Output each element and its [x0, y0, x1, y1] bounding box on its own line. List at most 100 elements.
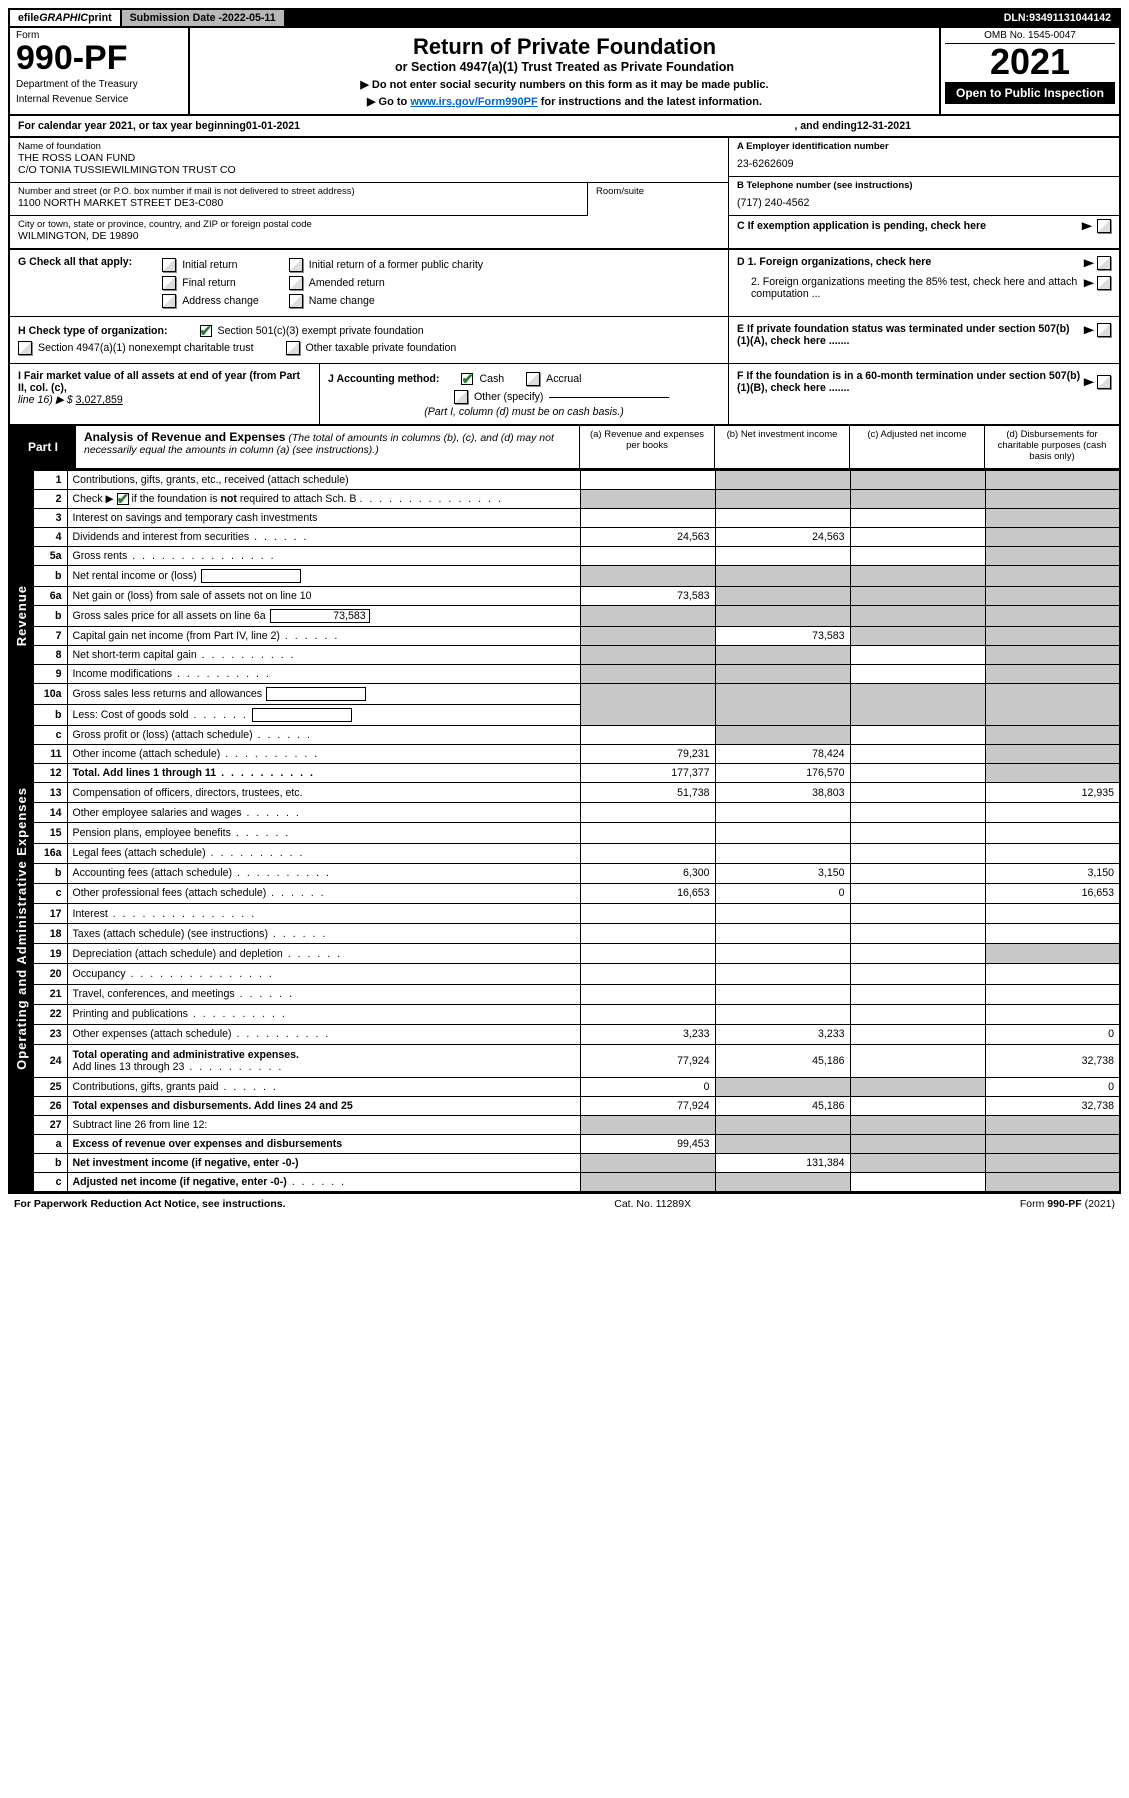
column-headers: (a) Revenue and expenses per books (b) N…	[579, 426, 1119, 468]
d1-checkbox[interactable]	[1097, 256, 1111, 270]
j-other: Other (specify)	[474, 391, 543, 403]
r2-post: if the foundation is	[132, 493, 221, 505]
checkbox-icon[interactable]	[289, 276, 303, 290]
checkbox-icon[interactable]	[162, 276, 176, 290]
checkbox-icon[interactable]	[162, 294, 176, 308]
g-initial-former[interactable]: Initial return of a former public charit…	[289, 256, 483, 274]
header-left: Form 990-PF Department of the Treasury I…	[10, 28, 190, 114]
efile-print-button[interactable]: efile GRAPHIC print	[10, 10, 120, 26]
line-num: 2	[33, 490, 67, 509]
h-501c3-checkbox[interactable]	[200, 325, 212, 337]
table-row: 27 Subtract line 26 from line 12:	[9, 1116, 1120, 1135]
checkbox-icon[interactable]	[289, 258, 303, 272]
e-checkbox[interactable]	[1097, 323, 1111, 337]
exemption-pending: C If exemption application is pending, c…	[729, 216, 1119, 239]
val-b	[715, 471, 850, 490]
city-label: City or town, state or province, country…	[18, 219, 720, 230]
table-row: 18 Taxes (attach schedule) (see instruct…	[9, 924, 1120, 944]
g-name-change[interactable]: Name change	[289, 292, 483, 310]
section-g-d: G Check all that apply: Initial return F…	[8, 250, 1121, 316]
footer: For Paperwork Reduction Act Notice, see …	[8, 1192, 1121, 1214]
form-number: 990-PF	[16, 41, 182, 75]
j-accrual-checkbox[interactable]	[526, 372, 540, 386]
table-row: 2 Check ▶ if the foundation is not requi…	[9, 490, 1120, 509]
calyear-begin: 01-01-2021	[246, 120, 300, 132]
d2-label: 2. Foreign organizations meeting the 85%…	[751, 276, 1079, 300]
line-desc: Check ▶ if the foundation is not require…	[67, 490, 580, 509]
table-row: 11 Other income (attach schedule) 79,231…	[9, 745, 1120, 764]
table-row: c Adjusted net income (if negative, ente…	[9, 1173, 1120, 1192]
table-row: 6a Net gain or (loss) from sale of asset…	[9, 587, 1120, 606]
f-label: F If the foundation is in a 60-month ter…	[737, 370, 1085, 394]
ein-cell: A Employer identification number 23-6262…	[729, 138, 1119, 177]
g-address-change[interactable]: Address change	[162, 292, 259, 310]
h-4947-checkbox[interactable]	[18, 341, 32, 355]
d1-row: D 1. Foreign organizations, check here ▶	[737, 256, 1111, 270]
e-row: E If private foundation status was termi…	[737, 323, 1111, 347]
j-cash-checkbox[interactable]	[461, 373, 473, 385]
c-checkbox[interactable]	[1097, 219, 1111, 233]
directive-ssn: ▶ Do not enter social security numbers o…	[200, 78, 929, 91]
table-row: Revenue 1 Contributions, gifts, grants, …	[9, 471, 1120, 490]
table-row: b Gross sales price for all assets on li…	[9, 606, 1120, 627]
j-note: (Part I, column (d) must be on cash basi…	[328, 406, 720, 418]
directive-goto-pre: ▶ Go to	[367, 96, 410, 108]
d2-checkbox[interactable]	[1097, 276, 1111, 290]
d2-row: 2. Foreign organizations meeting the 85%…	[737, 276, 1111, 300]
phone-label: B Telephone number (see instructions)	[737, 180, 1111, 191]
revenue-side-label: Revenue	[9, 471, 33, 764]
dln: DLN: 93491131044142	[996, 10, 1119, 26]
efile-pre: efile	[18, 12, 39, 24]
table-row: 10a Gross sales less returns and allowan…	[9, 684, 1120, 705]
arrow-icon: ▶	[1084, 324, 1095, 336]
j-other-checkbox[interactable]	[454, 390, 468, 404]
g-opt5: Name change	[309, 295, 375, 307]
d1-label: D 1. Foreign organizations, check here	[737, 256, 931, 268]
tax-year: 2021	[945, 44, 1115, 80]
h-o2: Section 4947(a)(1) nonexempt charitable …	[38, 342, 254, 354]
submission-date: Submission Date - 2022-05-11	[122, 10, 284, 26]
g-amended[interactable]: Amended return	[289, 274, 483, 292]
r2-not: not	[220, 493, 236, 505]
schb-checkbox[interactable]	[117, 493, 129, 505]
foundation-name-cell: Name of foundation THE ROSS LOAN FUND C/…	[10, 138, 728, 183]
calyear-end: 12-31-2021	[857, 120, 911, 132]
table-row: 9 Income modifications	[9, 665, 1120, 684]
g-initial-return[interactable]: Initial return	[162, 256, 259, 274]
f-row: F If the foundation is in a 60-month ter…	[737, 370, 1111, 394]
foundation-name2: C/O TONIA TUSSIEWILMINGTON TRUST CO	[18, 164, 720, 176]
g-final-return[interactable]: Final return	[162, 274, 259, 292]
part1-header: Part I Analysis of Revenue and Expenses …	[8, 424, 1121, 470]
dept-treasury: Department of the Treasury	[16, 79, 182, 90]
table-row: 25 Contributions, gifts, grants paid 0 0	[9, 1078, 1120, 1097]
calyear-pre: For calendar year 2021, or tax year begi…	[18, 120, 246, 132]
street-val: 1100 NORTH MARKET STREET DE3-C080	[18, 197, 579, 209]
calyear-mid: , and ending	[794, 120, 856, 132]
dln-label: DLN:	[1004, 12, 1029, 24]
h-other-checkbox[interactable]	[286, 341, 300, 355]
section-e: E If private foundation status was termi…	[729, 317, 1119, 363]
table-row: 16a Legal fees (attach schedule)	[9, 843, 1120, 863]
table-row: c Gross profit or (loss) (attach schedul…	[9, 726, 1120, 745]
dept-irs: Internal Revenue Service	[16, 94, 182, 105]
form990pf-link[interactable]: www.irs.gov/Form990PF	[410, 96, 537, 108]
arrow-icon: ▶	[1084, 277, 1095, 289]
footer-right: Form 990-PF (2021)	[1020, 1198, 1115, 1210]
foundation-name1: THE ROSS LOAN FUND	[18, 152, 720, 164]
table-row: 5a Gross rents	[9, 547, 1120, 566]
table-row: 19 Depreciation (attach schedule) and de…	[9, 944, 1120, 964]
f-checkbox[interactable]	[1097, 375, 1111, 389]
checkbox-icon[interactable]	[162, 258, 176, 272]
g-opt3: Initial return of a former public charit…	[309, 259, 483, 271]
val-d	[985, 471, 1120, 490]
part1-title: Analysis of Revenue and Expenses (The to…	[76, 426, 579, 468]
val-a	[580, 471, 715, 490]
col-a: (a) Revenue and expenses per books	[580, 426, 714, 468]
j-accrual: Accrual	[546, 373, 581, 385]
arrow-icon: ▶	[1084, 376, 1095, 388]
table-row: a Excess of revenue over expenses and di…	[9, 1135, 1120, 1154]
directive-goto-post: for instructions and the latest informat…	[541, 96, 762, 108]
checkbox-icon[interactable]	[289, 294, 303, 308]
i-line16: line 16) ▶ $	[18, 394, 73, 406]
header-mid: Return of Private Foundation or Section …	[190, 28, 939, 114]
